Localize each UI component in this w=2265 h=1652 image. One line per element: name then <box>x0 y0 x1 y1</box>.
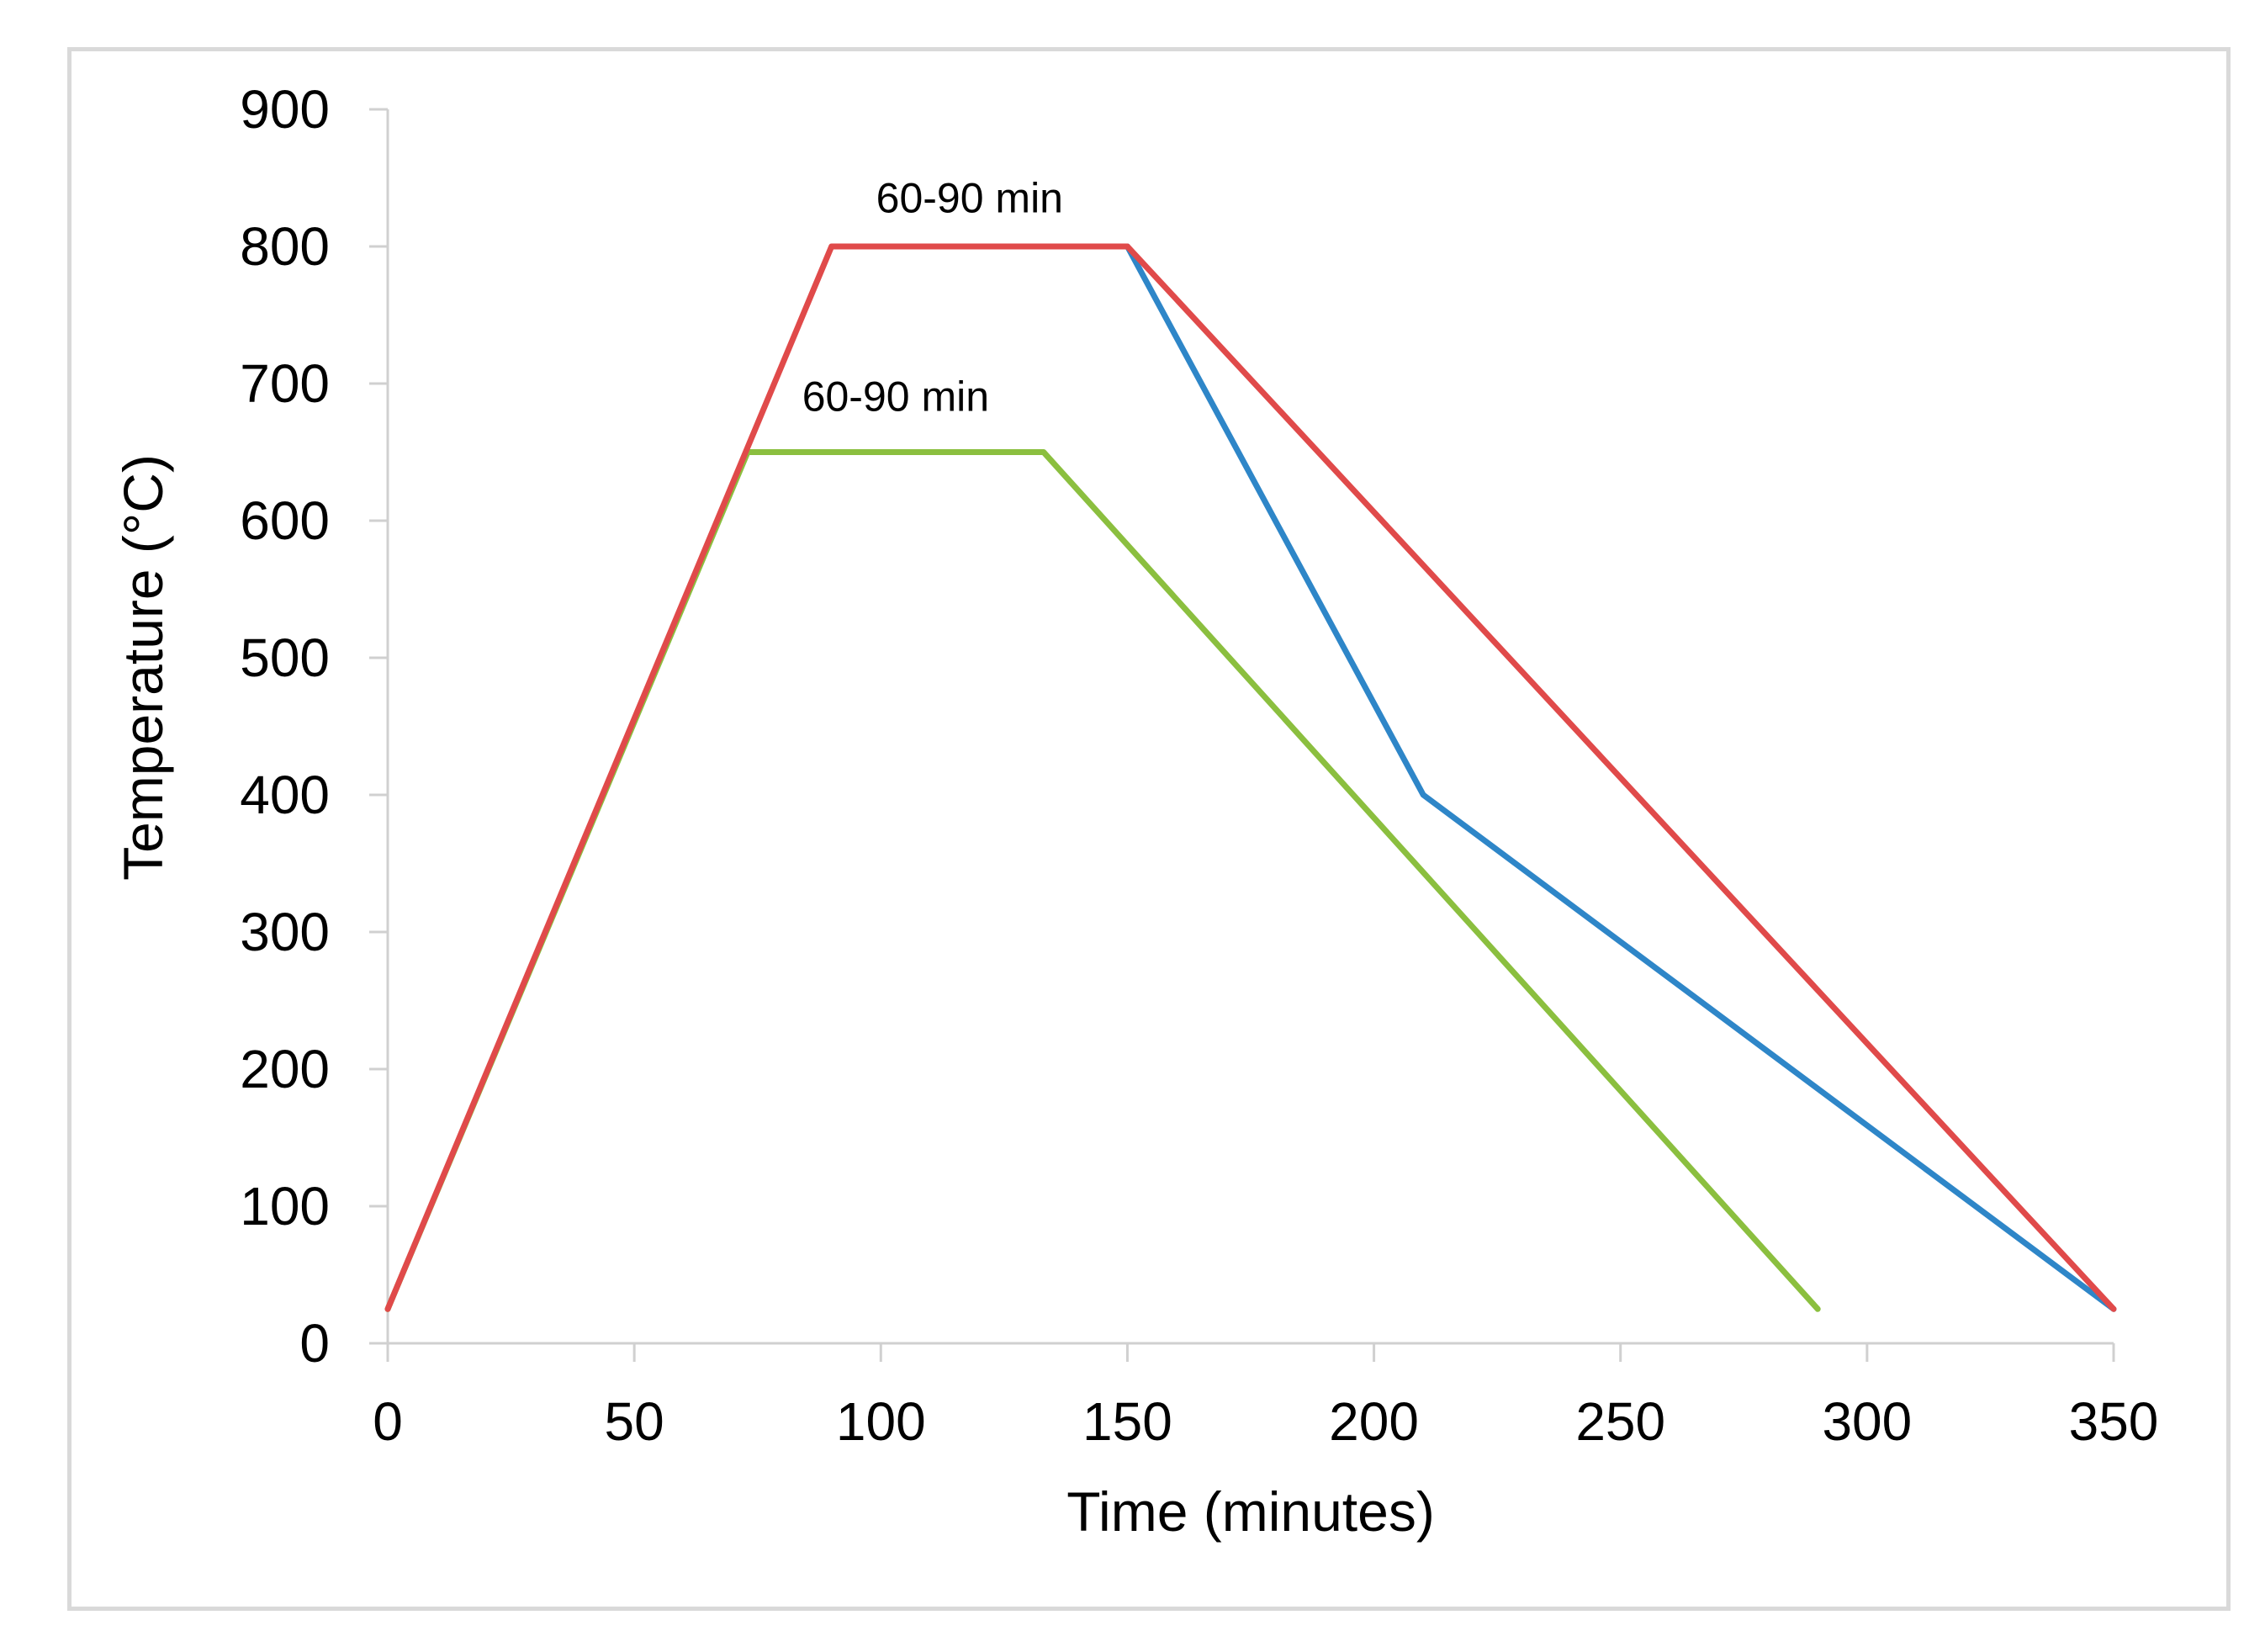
y-axis-ticks: 0 100 200 300 400 500 600 700 800 900 <box>240 79 388 1374</box>
series-line-green <box>384 449 1821 1312</box>
annotations: 60-90 min 60-90 min <box>802 174 1063 420</box>
y-tick-label: 800 <box>240 216 330 277</box>
x-tick-label: 100 <box>836 1391 926 1452</box>
y-tick-label: 700 <box>240 353 330 414</box>
x-axis-title: Time (minutes) <box>1066 1480 1435 1543</box>
series-lines <box>384 243 2117 1312</box>
y-tick-label: 0 <box>299 1313 330 1374</box>
chart-frame <box>67 47 2231 1611</box>
y-tick-label: 100 <box>240 1176 330 1236</box>
series-line-blue <box>1124 243 2117 1312</box>
x-tick-label: 250 <box>1575 1391 1665 1452</box>
x-tick-label: 150 <box>1082 1391 1172 1452</box>
series-line-red <box>384 243 2117 1312</box>
y-tick-label: 400 <box>240 765 330 825</box>
y-tick-label: 300 <box>240 902 330 962</box>
x-axis-ticks: 0 50 100 150 200 250 300 350 <box>373 1343 2158 1452</box>
annotation-label: 60-90 min <box>876 174 1063 221</box>
x-tick-label: 50 <box>605 1391 664 1452</box>
y-tick-label: 600 <box>240 490 330 551</box>
y-tick-label: 500 <box>240 627 330 688</box>
x-tick-label: 350 <box>2069 1391 2159 1452</box>
x-tick-label: 300 <box>1822 1391 1912 1452</box>
x-tick-label: 0 <box>373 1391 403 1452</box>
y-tick-label: 200 <box>240 1039 330 1099</box>
y-axis-title: Temperature (°C) <box>112 454 174 881</box>
y-tick-label: 900 <box>240 79 330 140</box>
annotation-label: 60-90 min <box>802 373 989 421</box>
x-tick-label: 200 <box>1329 1391 1419 1452</box>
